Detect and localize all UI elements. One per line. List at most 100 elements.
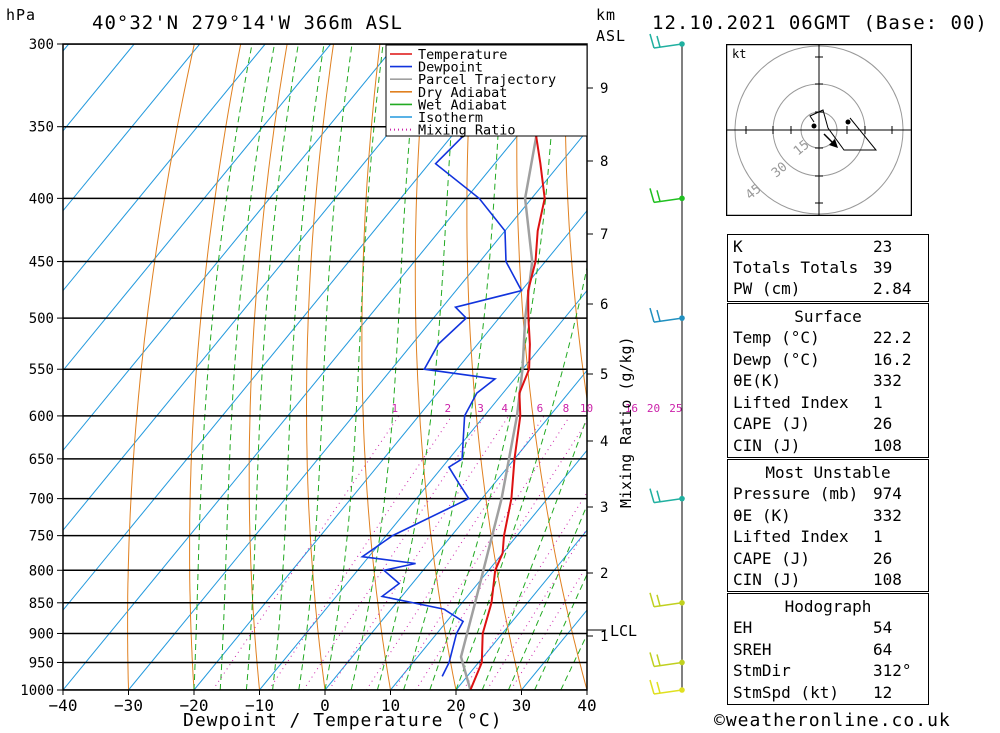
wind-barb-shaft [653, 317, 683, 323]
most-unstable-title: Most Unstable [765, 463, 891, 482]
hodograph-trace [809, 109, 878, 151]
x-tick-label: −40 [49, 696, 78, 715]
index-key: StmSpd (kt) [733, 683, 839, 702]
location-title: 40°32'N 279°14'W 366m ASL [92, 12, 403, 34]
x-tick-label: −30 [114, 696, 143, 715]
y-tick-label: 900 [29, 626, 54, 642]
wind-barb-shaft [653, 661, 683, 668]
index-value: 108 [873, 570, 902, 589]
km-tick-label: 3 [600, 500, 608, 516]
wind-barb-flag [649, 592, 655, 608]
index-value: 332 [873, 506, 902, 525]
dry-adiabat-line [564, 44, 587, 403]
index-value: 54 [873, 618, 893, 637]
wet-adiabat-line [324, 44, 384, 690]
isotherm-line [193, 209, 587, 690]
dry-adiabat-line [937, 44, 1000, 690]
wet-adiabat-line [481, 415, 587, 690]
index-key: θE(K) [733, 371, 782, 390]
surface-title: Surface [794, 307, 862, 326]
y-tick-label: 950 [29, 655, 54, 671]
index-key: Pressure (mb) [733, 484, 859, 503]
legend-entry-label: Temperature [418, 47, 507, 63]
index-value: 332 [873, 371, 902, 390]
index-key: CAPE (J) [733, 549, 811, 568]
isotherm-line [63, 44, 397, 452]
mixing-ratio-axis-label: Mixing Ratio (g/kg) [617, 336, 635, 508]
index-value: 26 [873, 549, 893, 568]
x-tick-label: 0 [320, 696, 330, 715]
y-tick-label: 600 [29, 409, 54, 425]
x-tick-label: 10 [381, 696, 400, 715]
index-key: Temp (°C) [733, 328, 820, 347]
wind-barb-flag [656, 309, 661, 322]
wind-barb-shaft [653, 497, 683, 504]
isotherm-line [259, 289, 587, 690]
y-tick-label: 650 [29, 452, 54, 468]
km-tick-label: 4 [600, 434, 608, 450]
km-tick-label: 1 [600, 629, 608, 645]
wind-barb-shaft [653, 602, 683, 608]
mixing-ratio-label: 1 [391, 402, 398, 415]
x-axis-title: Dewpoint / Temperature (°C) [183, 710, 503, 731]
isotherm-line [63, 44, 528, 611]
asl-unit-label: ASL [596, 27, 627, 45]
index-key: Dewp (°C) [733, 350, 820, 369]
x-tick-label: 30 [512, 696, 531, 715]
wind-barb-flag [656, 35, 661, 48]
index-value: 2.84 [873, 279, 912, 298]
x-tick-label: −20 [180, 696, 209, 715]
lcl-label: LCL [610, 622, 637, 640]
wind-barb-flag [649, 652, 655, 667]
legend-entry-label: Isotherm [418, 110, 483, 126]
index-value: 974 [873, 484, 902, 503]
mixing-ratio-label: 16 [625, 402, 638, 415]
surface-table: Surface Temp (°C) 22.2 Dewp (°C) 16.2 θE(K… [727, 303, 929, 458]
y-tick-label: 450 [29, 255, 54, 271]
mixing-ratio-line [365, 415, 545, 690]
y-tick-label: 700 [29, 492, 54, 508]
wind-barb-flag [649, 307, 655, 323]
wet-adiabat-line [350, 44, 419, 690]
index-key: Lifted Index [733, 527, 849, 546]
legend-entry-label: Dewpoint [418, 60, 483, 76]
legend-entry-label: Dry Adiabat [418, 85, 507, 101]
wind-barb-shaft [653, 689, 683, 695]
index-value: 22.2 [873, 328, 912, 347]
km-tick-label: 7 [600, 227, 608, 243]
hodograph: kt 15 30 45 [726, 44, 912, 216]
y-tick-label: 350 [29, 120, 54, 136]
x-tick-label: −10 [245, 696, 274, 715]
km-tick-label: 8 [600, 154, 608, 170]
km-tick-label: 2 [600, 566, 608, 582]
y-tick-label: 850 [29, 596, 54, 612]
y-tick-label: 400 [29, 191, 54, 207]
mixing-ratio-label: 10 [580, 402, 593, 415]
index-value: 39 [873, 258, 893, 277]
index-value: 26 [873, 414, 893, 433]
wind-barb-flag [656, 190, 661, 202]
isotherm-line [324, 369, 587, 690]
isotherm-line [63, 44, 201, 212]
mixing-ratio-label: 3 [477, 402, 484, 415]
index-value: 1 [873, 393, 883, 412]
index-key: StmDir [733, 661, 791, 680]
dry-adiabat-line [414, 44, 457, 690]
index-value: 312° [873, 661, 912, 680]
dry-adiabat-line [983, 44, 1000, 690]
index-value: 12 [873, 683, 893, 702]
x-tick-label: 40 [577, 696, 596, 715]
index-key: Totals Totals [733, 258, 859, 277]
temperature-line [469, 44, 546, 690]
y-tick-label: 550 [29, 362, 54, 378]
parcel-trajectory-line [459, 44, 542, 690]
index-value: 108 [873, 436, 902, 455]
wet-adiabat-line [219, 44, 275, 690]
y-tick-label: 300 [29, 37, 54, 53]
wet-adiabat-line [376, 44, 459, 690]
mixing-ratio-line [328, 415, 510, 690]
isotherm-line [63, 44, 135, 132]
isotherm-line [455, 529, 587, 690]
hodograph-title: Hodograph [784, 597, 872, 616]
isotherm-line [390, 449, 587, 690]
